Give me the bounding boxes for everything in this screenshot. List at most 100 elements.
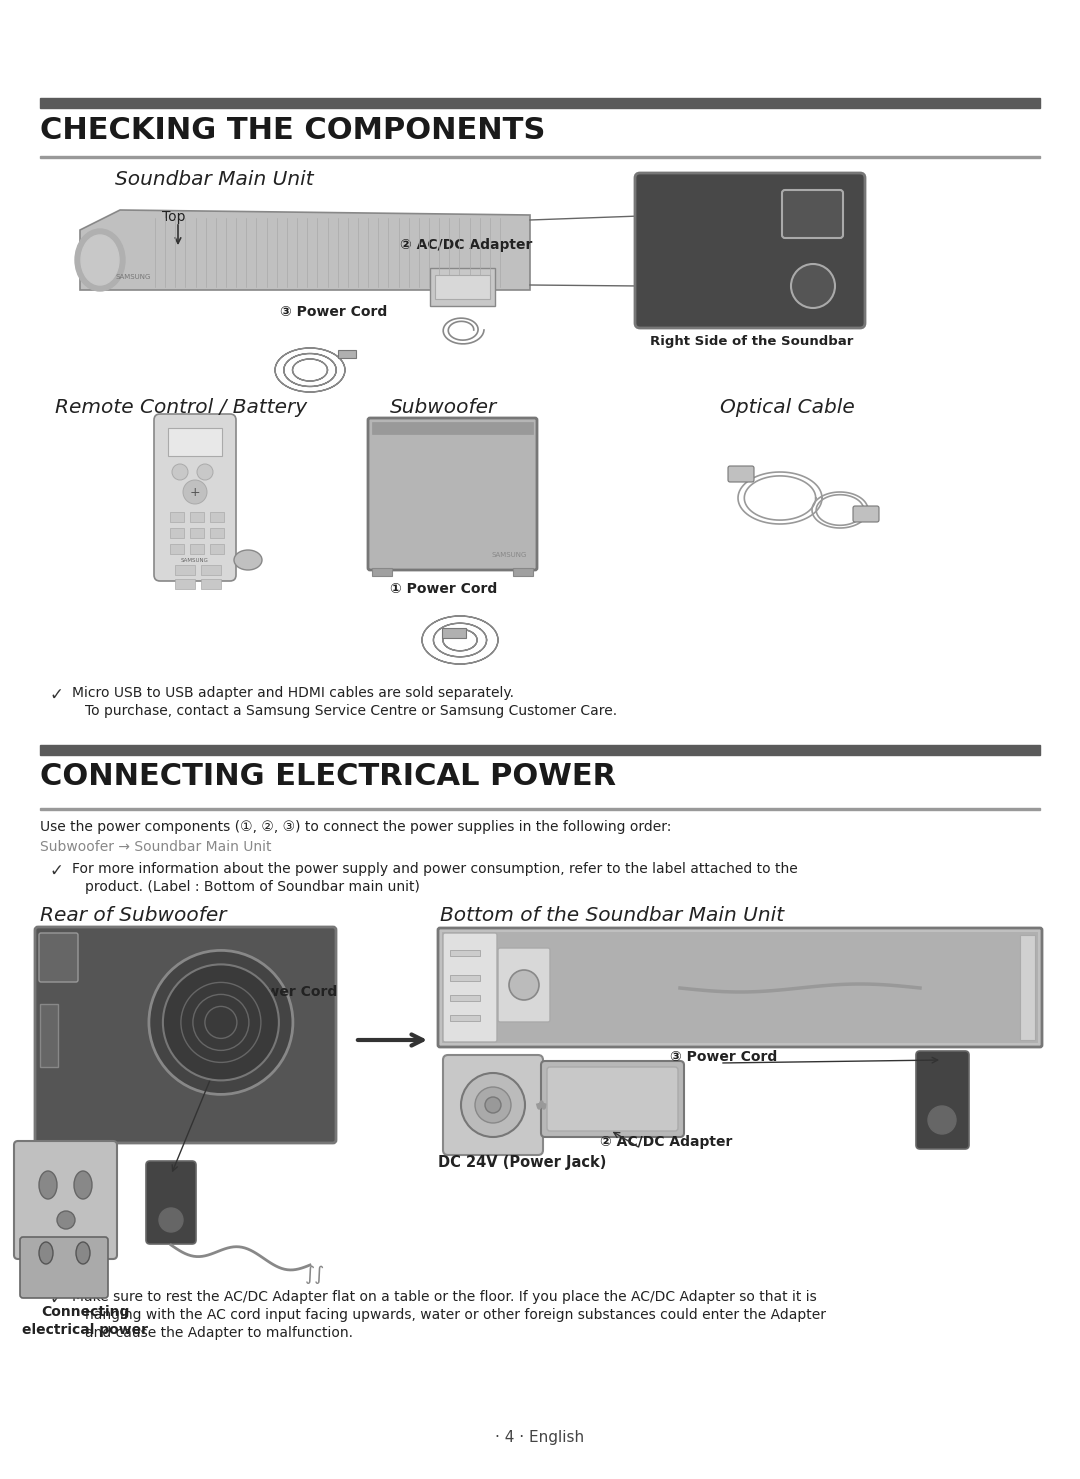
FancyBboxPatch shape (21, 1236, 108, 1299)
FancyBboxPatch shape (35, 927, 336, 1143)
Bar (168, 427, 222, 456)
Bar (201, 578, 221, 589)
FancyBboxPatch shape (443, 933, 497, 1043)
Text: ③ Power Cord: ③ Power Cord (670, 1050, 778, 1063)
FancyBboxPatch shape (39, 933, 78, 982)
Bar (190, 512, 204, 522)
Text: Micro USB to USB adapter and HDMI cables are sold separately.: Micro USB to USB adapter and HDMI cables… (72, 686, 514, 700)
Bar (513, 568, 534, 575)
FancyBboxPatch shape (368, 419, 537, 569)
Text: +: + (190, 485, 200, 498)
FancyBboxPatch shape (782, 189, 843, 238)
Circle shape (928, 1106, 956, 1134)
Text: ✓: ✓ (50, 686, 64, 704)
Circle shape (163, 964, 279, 1080)
Text: Bottom of the Soundbar Main Unit: Bottom of the Soundbar Main Unit (440, 907, 784, 924)
FancyBboxPatch shape (438, 927, 1042, 1047)
Text: ① Power Cord: ① Power Cord (390, 583, 497, 596)
FancyBboxPatch shape (728, 466, 754, 482)
Bar (40, 155, 1040, 158)
Text: Connecting: Connecting (41, 1304, 130, 1319)
Circle shape (183, 481, 207, 504)
Text: To purchase, contact a Samsung Service Centre or Samsung Customer Care.: To purchase, contact a Samsung Service C… (85, 704, 617, 717)
Ellipse shape (75, 1171, 92, 1199)
Text: SAMSUNG: SAMSUNG (491, 552, 527, 558)
Text: Subwoofer → Soundbar Main Unit: Subwoofer → Soundbar Main Unit (40, 840, 271, 853)
Circle shape (461, 1072, 525, 1137)
FancyBboxPatch shape (154, 414, 237, 581)
Bar (430, 268, 495, 306)
Bar (170, 544, 184, 555)
Circle shape (197, 464, 213, 481)
Circle shape (172, 464, 188, 481)
Ellipse shape (39, 1171, 57, 1199)
Ellipse shape (81, 235, 119, 285)
Polygon shape (80, 210, 530, 290)
FancyBboxPatch shape (853, 506, 879, 522)
Bar (190, 544, 204, 555)
Bar (40, 808, 1040, 810)
Text: For more information about the power supply and power consumption, refer to the : For more information about the power sup… (72, 862, 798, 876)
Circle shape (509, 970, 539, 1000)
Text: ✓: ✓ (50, 862, 64, 880)
FancyBboxPatch shape (541, 1060, 684, 1137)
FancyBboxPatch shape (498, 948, 550, 1022)
Circle shape (485, 1097, 501, 1114)
Ellipse shape (75, 229, 125, 291)
Bar (435, 275, 490, 299)
Ellipse shape (39, 1242, 53, 1265)
Bar (450, 975, 480, 981)
Text: ① Power Cord: ① Power Cord (230, 985, 337, 998)
Text: CONNECTING ELECTRICAL POWER: CONNECTING ELECTRICAL POWER (40, 762, 616, 791)
Bar (170, 512, 184, 522)
Text: ⏻: ⏻ (807, 277, 819, 296)
Text: and cause the Adapter to malfunction.: and cause the Adapter to malfunction. (85, 1327, 353, 1340)
Bar (450, 950, 480, 955)
Text: ② AC/DC Adapter: ② AC/DC Adapter (400, 238, 532, 251)
Circle shape (791, 263, 835, 308)
Text: Rear of Subwoofer: Rear of Subwoofer (40, 907, 227, 924)
Bar (190, 528, 204, 538)
Circle shape (475, 1087, 511, 1123)
Bar (1020, 935, 1035, 1040)
Bar (372, 422, 534, 433)
Bar (450, 995, 480, 1001)
Text: −: − (669, 263, 696, 296)
FancyBboxPatch shape (14, 1140, 117, 1259)
Text: Soundbar Main Unit: Soundbar Main Unit (114, 170, 313, 189)
Text: ② AC/DC Adapter: ② AC/DC Adapter (600, 1134, 732, 1149)
Text: Subwoofer: Subwoofer (390, 398, 497, 417)
Bar (450, 1015, 480, 1021)
Text: +: + (669, 209, 696, 241)
Text: Remote Control / Battery: Remote Control / Battery (55, 398, 307, 417)
Text: ∫∫: ∫∫ (305, 1265, 325, 1284)
Bar (40, 98, 1040, 108)
Text: Top: Top (162, 210, 186, 223)
Text: →: → (802, 203, 821, 223)
Bar (210, 512, 224, 522)
FancyBboxPatch shape (443, 1055, 543, 1155)
Text: CHECKING THE COMPONENTS: CHECKING THE COMPONENTS (40, 115, 545, 145)
Text: Use the power components (①, ②, ③) to connect the power supplies in the followin: Use the power components (①, ②, ③) to co… (40, 819, 672, 834)
FancyBboxPatch shape (635, 173, 865, 328)
Bar (40, 745, 1040, 754)
Circle shape (149, 951, 293, 1094)
Text: hanging with the AC cord input facing upwards, water or other foreign substances: hanging with the AC cord input facing up… (85, 1307, 826, 1322)
Bar (170, 528, 184, 538)
Text: ✓: ✓ (50, 1290, 64, 1307)
Text: Make sure to rest the AC/DC Adapter flat on a table or the floor. If you place t: Make sure to rest the AC/DC Adapter flat… (72, 1290, 816, 1304)
Bar (210, 544, 224, 555)
Bar (372, 568, 392, 575)
Bar (442, 629, 465, 637)
Text: Optical Cable: Optical Cable (720, 398, 854, 417)
FancyBboxPatch shape (546, 1066, 678, 1131)
Text: · 4 · English: · 4 · English (496, 1430, 584, 1445)
Circle shape (159, 1208, 183, 1232)
Text: SAMSUNG: SAMSUNG (114, 274, 150, 280)
Text: Right Side of the Soundbar: Right Side of the Soundbar (650, 336, 853, 348)
Text: ③ Power Cord: ③ Power Cord (280, 305, 388, 319)
Text: DC 24V (Power Jack): DC 24V (Power Jack) (438, 1155, 606, 1170)
FancyBboxPatch shape (146, 1161, 195, 1244)
Ellipse shape (234, 550, 262, 569)
Bar (40, 1003, 58, 1066)
